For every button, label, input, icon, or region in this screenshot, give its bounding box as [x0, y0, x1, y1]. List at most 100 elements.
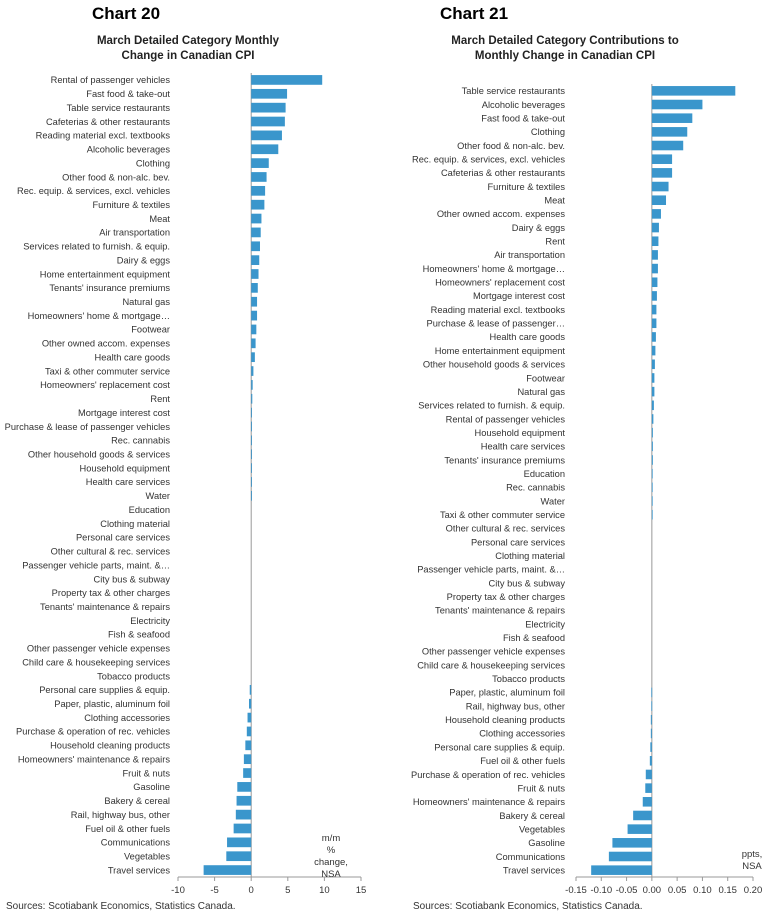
bar	[247, 712, 252, 723]
bar	[642, 797, 652, 807]
bar	[251, 144, 279, 155]
bar	[651, 277, 658, 288]
category-label: Communications	[496, 852, 566, 862]
category-label: Health care services	[481, 442, 566, 452]
chart-20-title: March Detailed Category Monthly Change i…	[96, 35, 280, 62]
bar	[650, 728, 652, 739]
category-label: Tobacco products	[97, 671, 170, 681]
category-label: Alcoholic beverages	[87, 145, 171, 155]
category-label: Fast food & take-out	[86, 89, 170, 99]
category-label: Tenants' maintenance & repairs	[435, 606, 565, 616]
bar	[645, 783, 652, 793]
category-label: Clothing accessories	[84, 713, 170, 723]
x-tick-label: 0.10	[693, 885, 712, 896]
category-label: City bus & subway	[94, 574, 171, 584]
category-label: Other passenger vehicle expenses	[27, 644, 171, 654]
bar	[251, 421, 252, 432]
category-label: Homeowners' maintenance & repairs	[413, 797, 565, 807]
category-label: Household equipment	[475, 428, 566, 438]
category-label: Clothing accessories	[479, 729, 565, 739]
category-label: Services related to furnish. & equip.	[23, 242, 170, 252]
category-label: Clothing material	[100, 519, 170, 529]
bar	[651, 332, 656, 342]
bar	[226, 851, 252, 862]
bar	[251, 407, 252, 418]
bar	[235, 809, 252, 820]
category-label: Footwear	[526, 373, 565, 383]
chart-21-marks: -0.15 -0.10 -0.05 0.00 0.05 0.10 0.15 0.20 Table…	[411, 84, 762, 896]
category-label: Homeowners' home & mortgage…	[28, 311, 170, 321]
bar	[649, 755, 652, 766]
x-tick-label: 0.20	[744, 885, 763, 896]
category-label: Services related to furnish. & equip.	[418, 401, 565, 411]
bar	[651, 195, 667, 206]
bar	[251, 102, 286, 113]
category-label: Clothing	[136, 158, 170, 168]
category-label: Home entertainment equipment	[435, 346, 566, 356]
category-label: Alcoholic beverages	[482, 100, 566, 110]
x-tick-label: 0.05	[668, 885, 687, 896]
category-label: Household equipment	[80, 463, 171, 473]
category-label: Fruit & nuts	[122, 768, 170, 778]
bar	[251, 255, 260, 265]
bar	[251, 338, 256, 349]
bar	[251, 130, 282, 141]
category-label: Personal care supplies & equip.	[434, 742, 565, 752]
x-tick-label: 0	[249, 885, 254, 896]
category-label: Natural gas	[517, 387, 565, 397]
category-label: Homeowners' replacement cost	[40, 380, 170, 390]
bar	[651, 482, 653, 493]
category-label: Household cleaning products	[445, 715, 565, 725]
x-tick-label: 0.00	[643, 885, 662, 896]
bar	[651, 99, 703, 110]
unit-annotation: ppts, NSA	[742, 849, 763, 872]
category-label: Communications	[101, 838, 171, 848]
category-label: Other owned accom. expenses	[42, 339, 171, 349]
bar	[650, 714, 652, 725]
category-label: Health care goods	[490, 332, 566, 342]
bar	[251, 310, 258, 321]
category-label: Other passenger vehicle expenses	[422, 647, 566, 657]
bar	[650, 742, 652, 752]
bar	[251, 241, 260, 252]
bar	[251, 324, 257, 335]
bar	[645, 769, 652, 780]
category-label: Other household goods & services	[28, 450, 170, 460]
bar	[651, 701, 653, 711]
bar	[251, 296, 258, 307]
category-label: Dairy & eggs	[512, 223, 566, 233]
bar	[251, 269, 259, 279]
bar	[245, 740, 252, 751]
category-label: Homeowners' replacement cost	[435, 278, 565, 288]
bar	[651, 127, 688, 137]
category-label: Rec. cannabis	[506, 483, 565, 493]
bar	[251, 477, 252, 487]
category-label: Personal care supplies & equip.	[39, 685, 170, 695]
bar	[651, 386, 655, 397]
category-label: Travel services	[503, 865, 566, 875]
category-label: Furniture & textiles	[487, 182, 565, 192]
bar	[251, 116, 285, 127]
bar	[243, 754, 252, 765]
bar	[251, 449, 252, 460]
chart-21-plot: -0.15 -0.10 -0.05 0.00 0.05 0.10 0.15 0.20 Table…	[411, 84, 762, 896]
category-label: Table service restaurants	[462, 86, 566, 96]
category-label: Vegetables	[519, 824, 565, 834]
bar	[651, 496, 653, 506]
bar	[203, 865, 252, 875]
bar	[651, 427, 653, 438]
category-label: Fish & seafood	[108, 630, 170, 640]
x-tick-label: -0.10	[590, 885, 612, 896]
bar	[249, 698, 252, 709]
bar	[246, 726, 252, 737]
bar	[651, 222, 659, 233]
category-label: Purchase & lease of passenger…	[427, 319, 566, 329]
bar	[651, 400, 654, 411]
bar	[251, 185, 266, 196]
unit-annotation-line: ppts,	[742, 849, 763, 860]
x-tick-label: 0.15	[718, 885, 737, 896]
bar	[651, 168, 673, 178]
bar	[608, 851, 652, 862]
category-label: Rail, highway bus, other	[466, 701, 565, 711]
bar	[651, 455, 653, 465]
